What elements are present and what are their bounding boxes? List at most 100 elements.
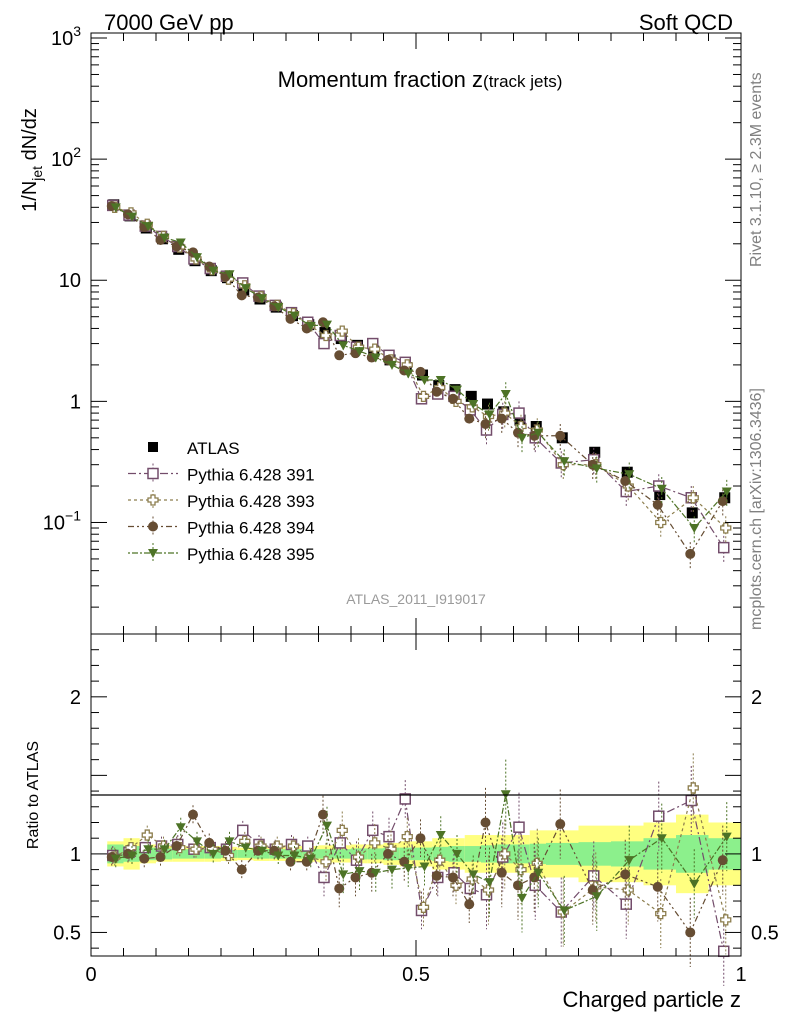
ratio-point <box>273 851 284 861</box>
legend-label: Pythia 6.428 391 <box>187 466 315 485</box>
ratio-point <box>718 945 730 958</box>
ratio-point <box>334 883 345 894</box>
data-point <box>533 428 544 438</box>
data-point <box>192 253 202 263</box>
ratio-point <box>338 870 349 880</box>
data-point <box>655 516 667 529</box>
data-point <box>685 548 696 559</box>
series-pythia-6-428-395 <box>110 203 732 544</box>
ratio-point <box>127 851 137 861</box>
data-point <box>513 407 525 419</box>
ratio-point <box>555 819 566 830</box>
ratio-point <box>484 878 495 888</box>
ratio-point <box>155 852 166 863</box>
data-point <box>419 376 430 386</box>
y-tick-base: 10 <box>59 270 81 292</box>
data-point <box>431 386 442 397</box>
legend-label: Pythia 6.428 394 <box>187 519 315 538</box>
mcplots-label: mcplots.cern.ch [arXiv:1306.3436] <box>748 388 765 630</box>
ratio-point <box>482 884 495 896</box>
data-point <box>387 360 397 370</box>
ratio-point <box>419 862 430 872</box>
ratio-point <box>383 830 395 843</box>
series-pythia-6-428-394 <box>106 201 728 570</box>
ratio-series-pythia-6-428-394 <box>106 787 728 967</box>
ratio-point <box>354 867 365 877</box>
band-inner <box>318 849 335 859</box>
data-point <box>143 222 154 232</box>
ratio-point <box>302 840 314 852</box>
data-point <box>480 419 491 430</box>
data-point <box>559 457 570 467</box>
ratio-point <box>431 870 442 881</box>
ratio-y-axis-label: Ratio to ATLAS <box>25 741 42 849</box>
ratio-point <box>139 853 150 864</box>
ratio-y-tick-label-right: 0.5 <box>751 922 779 944</box>
data-point <box>417 390 430 402</box>
band-inner <box>578 842 611 866</box>
main-frame <box>90 32 742 635</box>
ratio-point <box>305 854 316 864</box>
ratio-point <box>192 837 202 847</box>
data-point <box>624 470 635 480</box>
ratio-point <box>271 840 283 852</box>
x-tick-label: 1 <box>735 964 746 986</box>
y-tick-label: 103 <box>51 23 81 50</box>
watermark: ATLAS_2011_I919017 <box>346 591 486 607</box>
data-point <box>289 311 300 321</box>
data-point <box>591 464 602 474</box>
data-point <box>448 393 458 404</box>
ratio-point <box>452 849 462 859</box>
ratio-point <box>448 872 458 883</box>
data-point <box>484 410 495 420</box>
ratio-y-tick-label: 1 <box>70 844 81 866</box>
ratio-point <box>285 856 296 867</box>
data-point <box>589 446 601 458</box>
legend-item-pythia-6-428-391: Pythia 6.428 391 <box>128 463 315 485</box>
legend-label: Pythia 6.428 395 <box>187 545 315 564</box>
data-point <box>656 484 667 494</box>
y-tick-label: 1 <box>70 391 81 413</box>
ratio-point <box>480 817 491 828</box>
ratio-point <box>622 884 634 896</box>
data-point <box>257 294 267 304</box>
data-point <box>721 487 732 497</box>
data-point <box>415 366 426 377</box>
ratio-point <box>533 868 544 878</box>
main-y-axis-label: 1/Njet dN/dz <box>19 108 45 212</box>
data-point <box>110 203 121 213</box>
data-point <box>496 413 507 424</box>
ratio-point <box>515 863 527 876</box>
ratio-point <box>240 843 251 853</box>
data-point <box>435 376 446 386</box>
series-line <box>114 206 727 529</box>
ratio-y-tick-label-right: 1 <box>751 844 762 866</box>
legend-marker <box>148 549 158 558</box>
ratio-point <box>287 840 300 852</box>
ratio-point <box>720 914 732 926</box>
ratio-point <box>175 823 186 833</box>
legend-label: ATLAS <box>187 439 240 458</box>
ratio-point <box>620 869 631 880</box>
ratio-point <box>468 870 479 880</box>
main-title: Momentum fraction z(track jets) <box>278 67 563 92</box>
ylabel-part: 1/N <box>19 181 41 212</box>
ratio-point <box>624 856 635 866</box>
ratio-point <box>559 906 570 916</box>
ratio-axis-ticks: 0.5 0.51 12 20 0.5 1 <box>53 633 779 986</box>
ratio-point <box>369 837 381 849</box>
legend-marker <box>148 521 158 532</box>
y-tick-exp: 3 <box>73 23 81 39</box>
ratio-point <box>370 868 381 878</box>
ratio-point <box>403 864 414 874</box>
y-tick-label: 10−1 <box>43 507 81 534</box>
data-point <box>354 347 365 357</box>
band-inner <box>237 849 254 858</box>
ratio-point <box>236 864 247 875</box>
ratio-point <box>159 845 170 855</box>
ratio-point <box>513 821 525 833</box>
band-inner <box>334 849 351 859</box>
y-tick-label: 102 <box>51 144 81 171</box>
y-tick-base: 10 <box>43 512 65 534</box>
